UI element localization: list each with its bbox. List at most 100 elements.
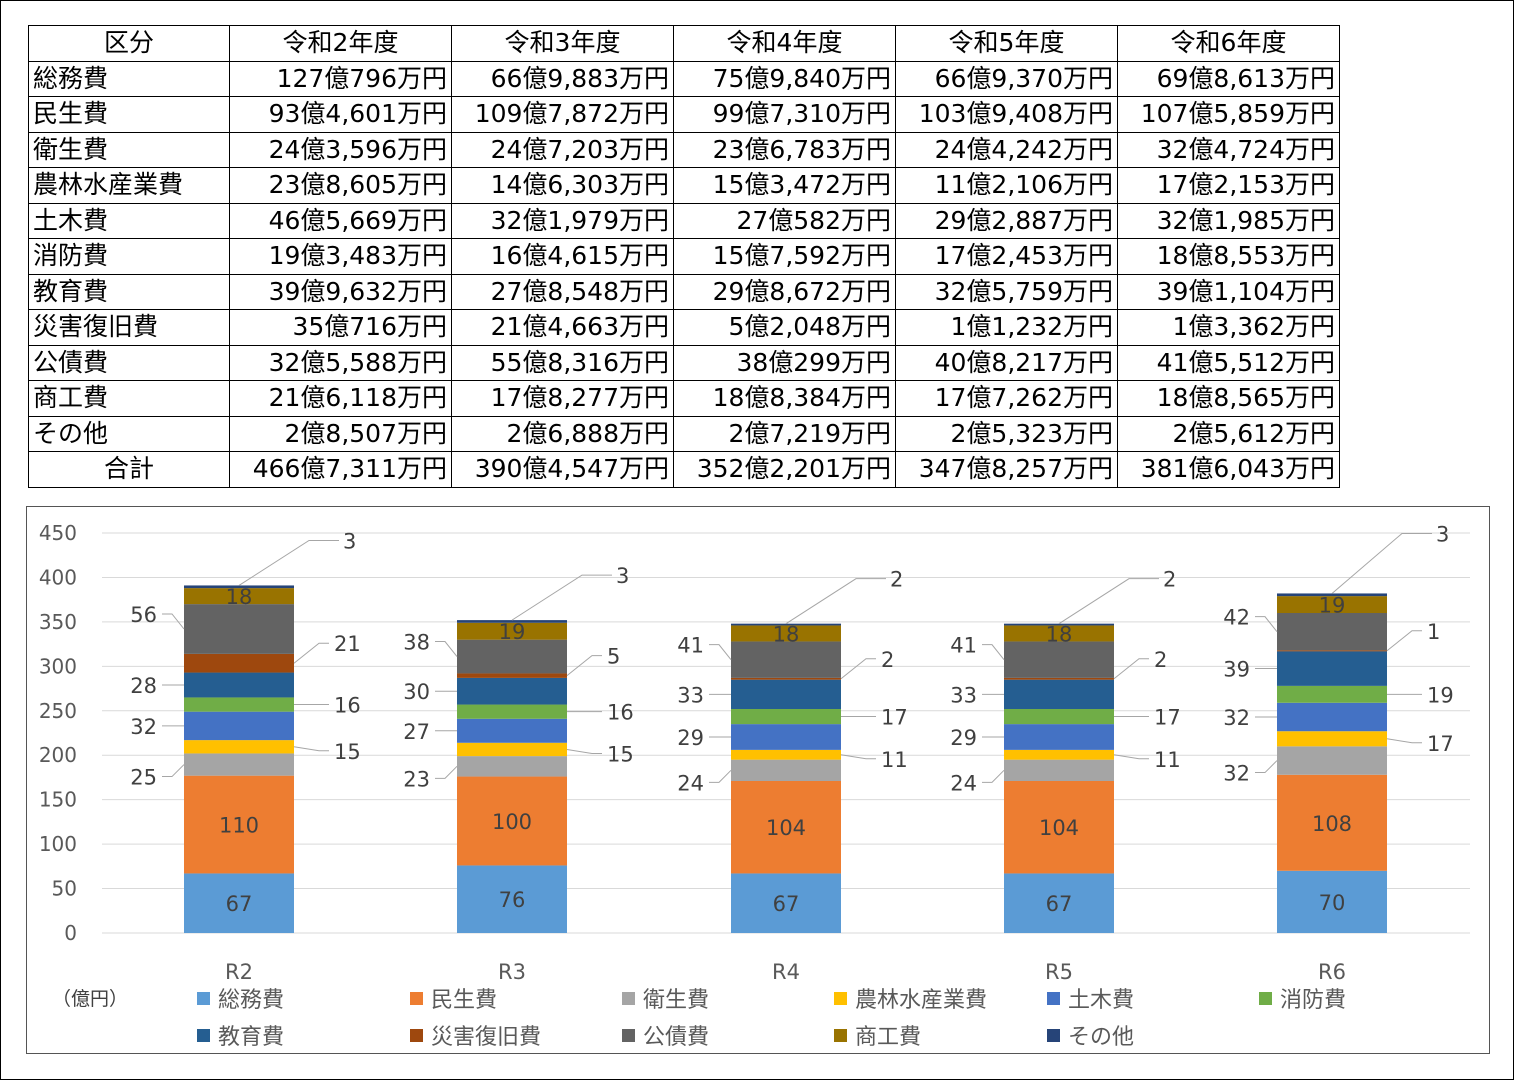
cell-value: 32億5,588万円 [229,344,452,381]
legend-label: 教育費 [218,1025,284,1050]
cell-value: 93億4,601万円 [229,96,452,133]
y-tick-label: 450 [39,521,77,545]
cell-value: 15億7,592万円 [673,238,896,275]
total-value: 347億8,257万円 [895,451,1118,488]
cell-value: 18億8,384万円 [673,380,896,417]
data-label: 30 [403,680,430,704]
bar-segment-総務費 [457,865,567,933]
y-unit-label: （億円） [52,988,128,1010]
data-label: 32 [1223,706,1250,730]
cell-value: 55億8,316万円 [451,344,674,381]
data-label: 11 [1154,748,1181,772]
bar-segment-土木費 [731,724,841,750]
bar-segment-総務費 [1277,870,1387,933]
bar-segment-その他 [457,620,567,623]
data-label: 33 [950,683,977,707]
cell-value: 16億4,615万円 [451,238,674,275]
legend-label: 土木費 [1068,988,1134,1013]
column-header: 令和6年度 [1117,25,1340,62]
cell-value: 75億9,840万円 [673,60,896,97]
table-row: 教育費 39億9,632万円 27億8,548万円 29億8,672万円 32億5,75… [28,273,1340,310]
leader-line [1113,658,1149,680]
table-row: 総務費 127億796万円 66億9,883万円 75億9,840万円 66億9,370… [28,60,1340,97]
bar-segment-災害復旧費 [1004,677,1114,680]
cell-value: 18億8,565万円 [1117,380,1340,417]
leader-line [435,765,458,779]
leader-line [293,746,329,752]
data-label: 39 [1223,658,1250,682]
column-header: 令和3年度 [451,25,674,62]
data-label: 18 [773,622,800,646]
column-header: 令和2年度 [229,25,452,62]
x-tick-label: R3 [498,960,526,984]
bar-segment-農林水産業費 [1277,731,1387,747]
data-label: 11 [881,748,908,772]
row-label: 消防費 [28,238,230,275]
cell-value: 2億5,612万円 [1117,415,1340,452]
cell-value: 2億5,323万円 [895,415,1118,452]
data-label: 32 [1223,762,1250,786]
table-row: 農林水産業費 23億8,605万円 14億6,303万円 15億3,472万円 11億2… [28,167,1340,204]
bar-segment-その他 [731,623,841,626]
row-label: 教育費 [28,273,230,310]
bar-segment-教育費 [731,679,841,709]
cell-value: 103億9,408万円 [895,96,1118,133]
legend-swatch [834,992,847,1005]
cell-value: 2億6,888万円 [451,415,674,452]
data-label: 1 [1427,620,1440,644]
total-value: 466億7,311万円 [229,451,452,488]
cell-value: 39億1,104万円 [1117,273,1340,310]
row-label: 災害復旧費 [28,309,230,346]
y-tick-label: 150 [39,788,77,812]
cell-value: 27億8,548万円 [451,273,674,310]
bar-segment-商工費 [457,622,567,640]
leader-line [982,769,1005,783]
leader-line [840,658,876,680]
legend-swatch [834,1029,847,1042]
y-tick-label: 0 [64,921,77,945]
bar-segment-農林水産業費 [184,740,294,754]
data-label: 70 [1319,891,1346,915]
chart-svg: 0501001502002503003504004506711025153216… [39,521,1470,1050]
cell-value: 38億299万円 [673,344,896,381]
cell-value: 127億796万円 [229,60,452,97]
leader-line [435,641,458,657]
bar-segment-消防費 [731,709,841,725]
x-tick-label: R2 [225,960,253,984]
data-label: 33 [677,683,704,707]
data-label: 24 [677,771,704,795]
data-label: 32 [130,715,157,739]
legend-label: 消防費 [1280,988,1346,1013]
cell-value: 39億9,632万円 [229,273,452,310]
bar-segment-衛生費 [1004,759,1114,781]
cell-value: 32億1,985万円 [1117,202,1340,239]
column-header: 区分 [28,25,230,62]
leader-line [709,644,732,660]
data-label: 18 [1046,622,1073,646]
leader-line [511,574,612,621]
bar-segment-農林水産業費 [1004,749,1114,760]
data-label: 110 [219,814,259,838]
data-label: 17 [881,706,908,730]
cell-value: 29億8,672万円 [673,273,896,310]
cell-value: 40億8,217万円 [895,344,1118,381]
cell-value: 46億5,669万円 [229,202,452,239]
row-label: 総務費 [28,60,230,97]
data-label: 15 [607,742,634,766]
bar-segment-教育費 [1004,679,1114,709]
cell-value: 1億1,232万円 [895,309,1118,346]
legend-label: 衛生費 [643,988,709,1013]
data-label: 23 [403,767,430,791]
bar-segment-衛生費 [1277,746,1387,775]
legend-swatch [1047,992,1060,1005]
data-label: 104 [1039,816,1079,840]
data-label: 16 [334,694,361,718]
legend-swatch [410,1029,423,1042]
data-label: 56 [130,603,157,627]
y-tick-label: 350 [39,610,77,634]
table-row: その他 2億8,507万円 2億6,888万円 2億7,219万円 2億5,323万円 2… [28,415,1340,452]
cell-value: 41億5,512万円 [1117,344,1340,381]
data-label: 17 [1427,732,1454,756]
data-label: 19 [499,620,526,644]
bar-segment-公債費 [1004,641,1114,678]
